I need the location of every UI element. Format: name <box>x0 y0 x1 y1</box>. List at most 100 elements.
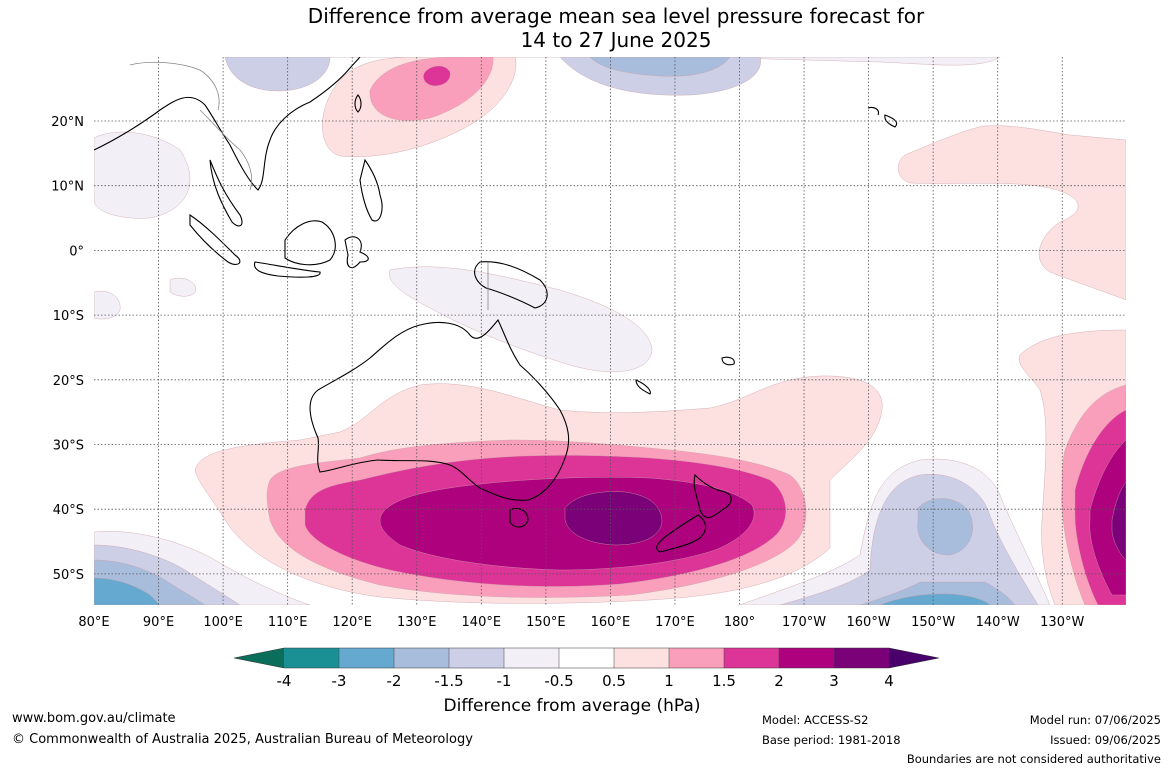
longitude-tick-label: 150°W <box>911 615 955 630</box>
longitude-tick-label: 160°E <box>591 615 631 630</box>
longitude-tick-label: 170°E <box>655 615 695 630</box>
title-line-2: 14 to 27 June 2025 <box>520 28 712 52</box>
colorbar-tick-label: -0.5 <box>544 672 573 690</box>
latitude-tick-label: 10°S <box>53 309 84 324</box>
country-borders <box>129 61 489 310</box>
map-title: Difference from average mean sea level p… <box>0 4 1173 52</box>
colorbar-segment <box>394 648 450 668</box>
colorbar-segment <box>724 648 780 668</box>
colorbar-tick-label: 3 <box>829 672 839 690</box>
longitude-axis: 80°E 90°E 100°E 110°E 120°E 130°E 140°E 150°E 16… <box>78 615 1084 630</box>
base-period: Base period: 1981-2018 <box>762 733 901 747</box>
latitude-tick-label: 20°S <box>53 374 84 389</box>
map-area <box>94 57 1126 605</box>
fiji-coast <box>721 356 735 366</box>
new-caledonia-coast <box>635 379 651 395</box>
longitude-tick-label: 140°E <box>462 615 502 630</box>
colorbar-segment <box>834 648 890 668</box>
anomaly-region-m1-m05 <box>94 131 191 219</box>
colorbar-segment <box>504 648 560 668</box>
colorbar-segment <box>669 648 725 668</box>
colorbar-segment <box>339 648 395 668</box>
hawaii-coast <box>867 106 898 128</box>
colorbar-segment <box>559 648 615 668</box>
malay-peninsula-coast <box>209 159 243 227</box>
colorbar-outline <box>233 647 940 669</box>
issued-date: Issued: 09/06/2025 <box>1050 733 1161 747</box>
longitude-tick-label: 150°E <box>526 615 566 630</box>
colorbar-low-extension <box>234 648 284 668</box>
longitude-tick-label: 120°E <box>332 615 372 630</box>
colorbar-tick-label: -1 <box>497 672 512 690</box>
colorbar-title: Difference from average (hPa) <box>443 696 701 716</box>
new-guinea-coast <box>474 261 548 309</box>
anomaly-region-m15-m1 <box>779 474 1039 605</box>
anomaly-region-m15-m1 <box>224 57 331 92</box>
nz-south-coast <box>656 514 707 553</box>
anomaly-region-m2-m15 <box>589 57 731 77</box>
sulawesi-coast <box>344 236 369 269</box>
longitude-tick-label: 160°W <box>847 615 891 630</box>
colorbar-tick-label: -3 <box>332 672 347 690</box>
anomaly-region-p3-4 <box>1111 481 1126 561</box>
longitude-tick-label: 170°W <box>782 615 826 630</box>
anomaly-region-p15-2 <box>423 65 451 86</box>
colorbar-segment <box>449 648 505 668</box>
longitude-tick-label: 80°E <box>78 615 109 630</box>
latitude-tick-label: 50°S <box>53 568 84 583</box>
disclaimer: Boundaries are not considered authoritat… <box>906 752 1161 766</box>
tasmania-coast <box>509 507 529 528</box>
latitude-tick-label: 20°N <box>51 115 84 130</box>
colorbar-tick-label: 4 <box>884 672 894 690</box>
philippines-coast <box>359 158 383 222</box>
anomaly-region-m2-m15 <box>917 498 973 556</box>
anomaly-region-m3-m2 <box>879 593 991 605</box>
anomaly-region-p1-15 <box>369 57 494 121</box>
anomaly-region-m1-m05 <box>169 277 197 297</box>
colorbar-segment <box>614 648 670 668</box>
java-coast <box>253 261 321 278</box>
coastlines <box>94 57 898 553</box>
longitude-tick-label: 140°W <box>976 615 1020 630</box>
colorbar-high-extension <box>889 648 939 668</box>
taiwan-coast <box>354 94 362 113</box>
longitude-tick-label: 100°E <box>203 615 243 630</box>
borneo-coast <box>284 220 336 266</box>
latitude-tick-label: 10°N <box>51 180 84 195</box>
colorbar-segment <box>284 648 340 668</box>
model-run-date: Model run: 07/06/2025 <box>1029 713 1161 727</box>
asia-mainland-coast <box>94 57 361 191</box>
title-line-1: Difference from average mean sea level p… <box>307 4 925 28</box>
anomaly-region-p2-3 <box>1089 439 1126 596</box>
latitude-tick-label: 30°S <box>53 439 84 454</box>
australia-coast <box>309 318 570 501</box>
nz-north-coast <box>693 473 732 519</box>
anomaly-region-p05-1 <box>897 125 1126 301</box>
colorbar-tick-label: 0.5 <box>602 672 626 690</box>
colorbar-tick-label: -1.5 <box>434 672 463 690</box>
anomaly-fill <box>94 57 1126 605</box>
longitude-tick-label: 110°E <box>268 615 308 630</box>
website-link[interactable]: www.bom.gov.au/climate <box>12 711 176 726</box>
longitude-tick-label: 130°E <box>397 615 437 630</box>
longitude-tick-label: 180° <box>724 615 755 630</box>
gridlines <box>94 57 1126 605</box>
colorbar-segment <box>779 648 835 668</box>
longitude-tick-label: 90°E <box>143 615 174 630</box>
colorbar-tick-label: -2 <box>387 672 402 690</box>
sumatra-coast <box>189 213 241 265</box>
latitude-axis: 20°N 10°N 0° 10°S 20°S 30°S 40°S 50°S <box>51 115 84 583</box>
anomaly-region-m1-m05 <box>389 266 653 372</box>
colorbar-tick-label: 1.5 <box>712 672 736 690</box>
colorbar: -4 -3 -2 -1.5 -1 -0.5 0.5 1 1.5 2 3 4 <box>233 647 940 690</box>
copyright-text: © Commonwealth of Australia 2025, Austra… <box>12 732 473 747</box>
anomaly-region-m1-m05 <box>94 290 121 320</box>
colorbar-tick-label: -4 <box>277 672 292 690</box>
model-name: Model: ACCESS-S2 <box>762 713 869 727</box>
colorbar-tick-label: 1 <box>664 672 674 690</box>
colorbar-tick-label: 2 <box>774 672 784 690</box>
latitude-tick-label: 40°S <box>53 503 84 518</box>
longitude-tick-label: 130°W <box>1040 615 1084 630</box>
anomaly-region-p3-4 <box>564 491 663 546</box>
